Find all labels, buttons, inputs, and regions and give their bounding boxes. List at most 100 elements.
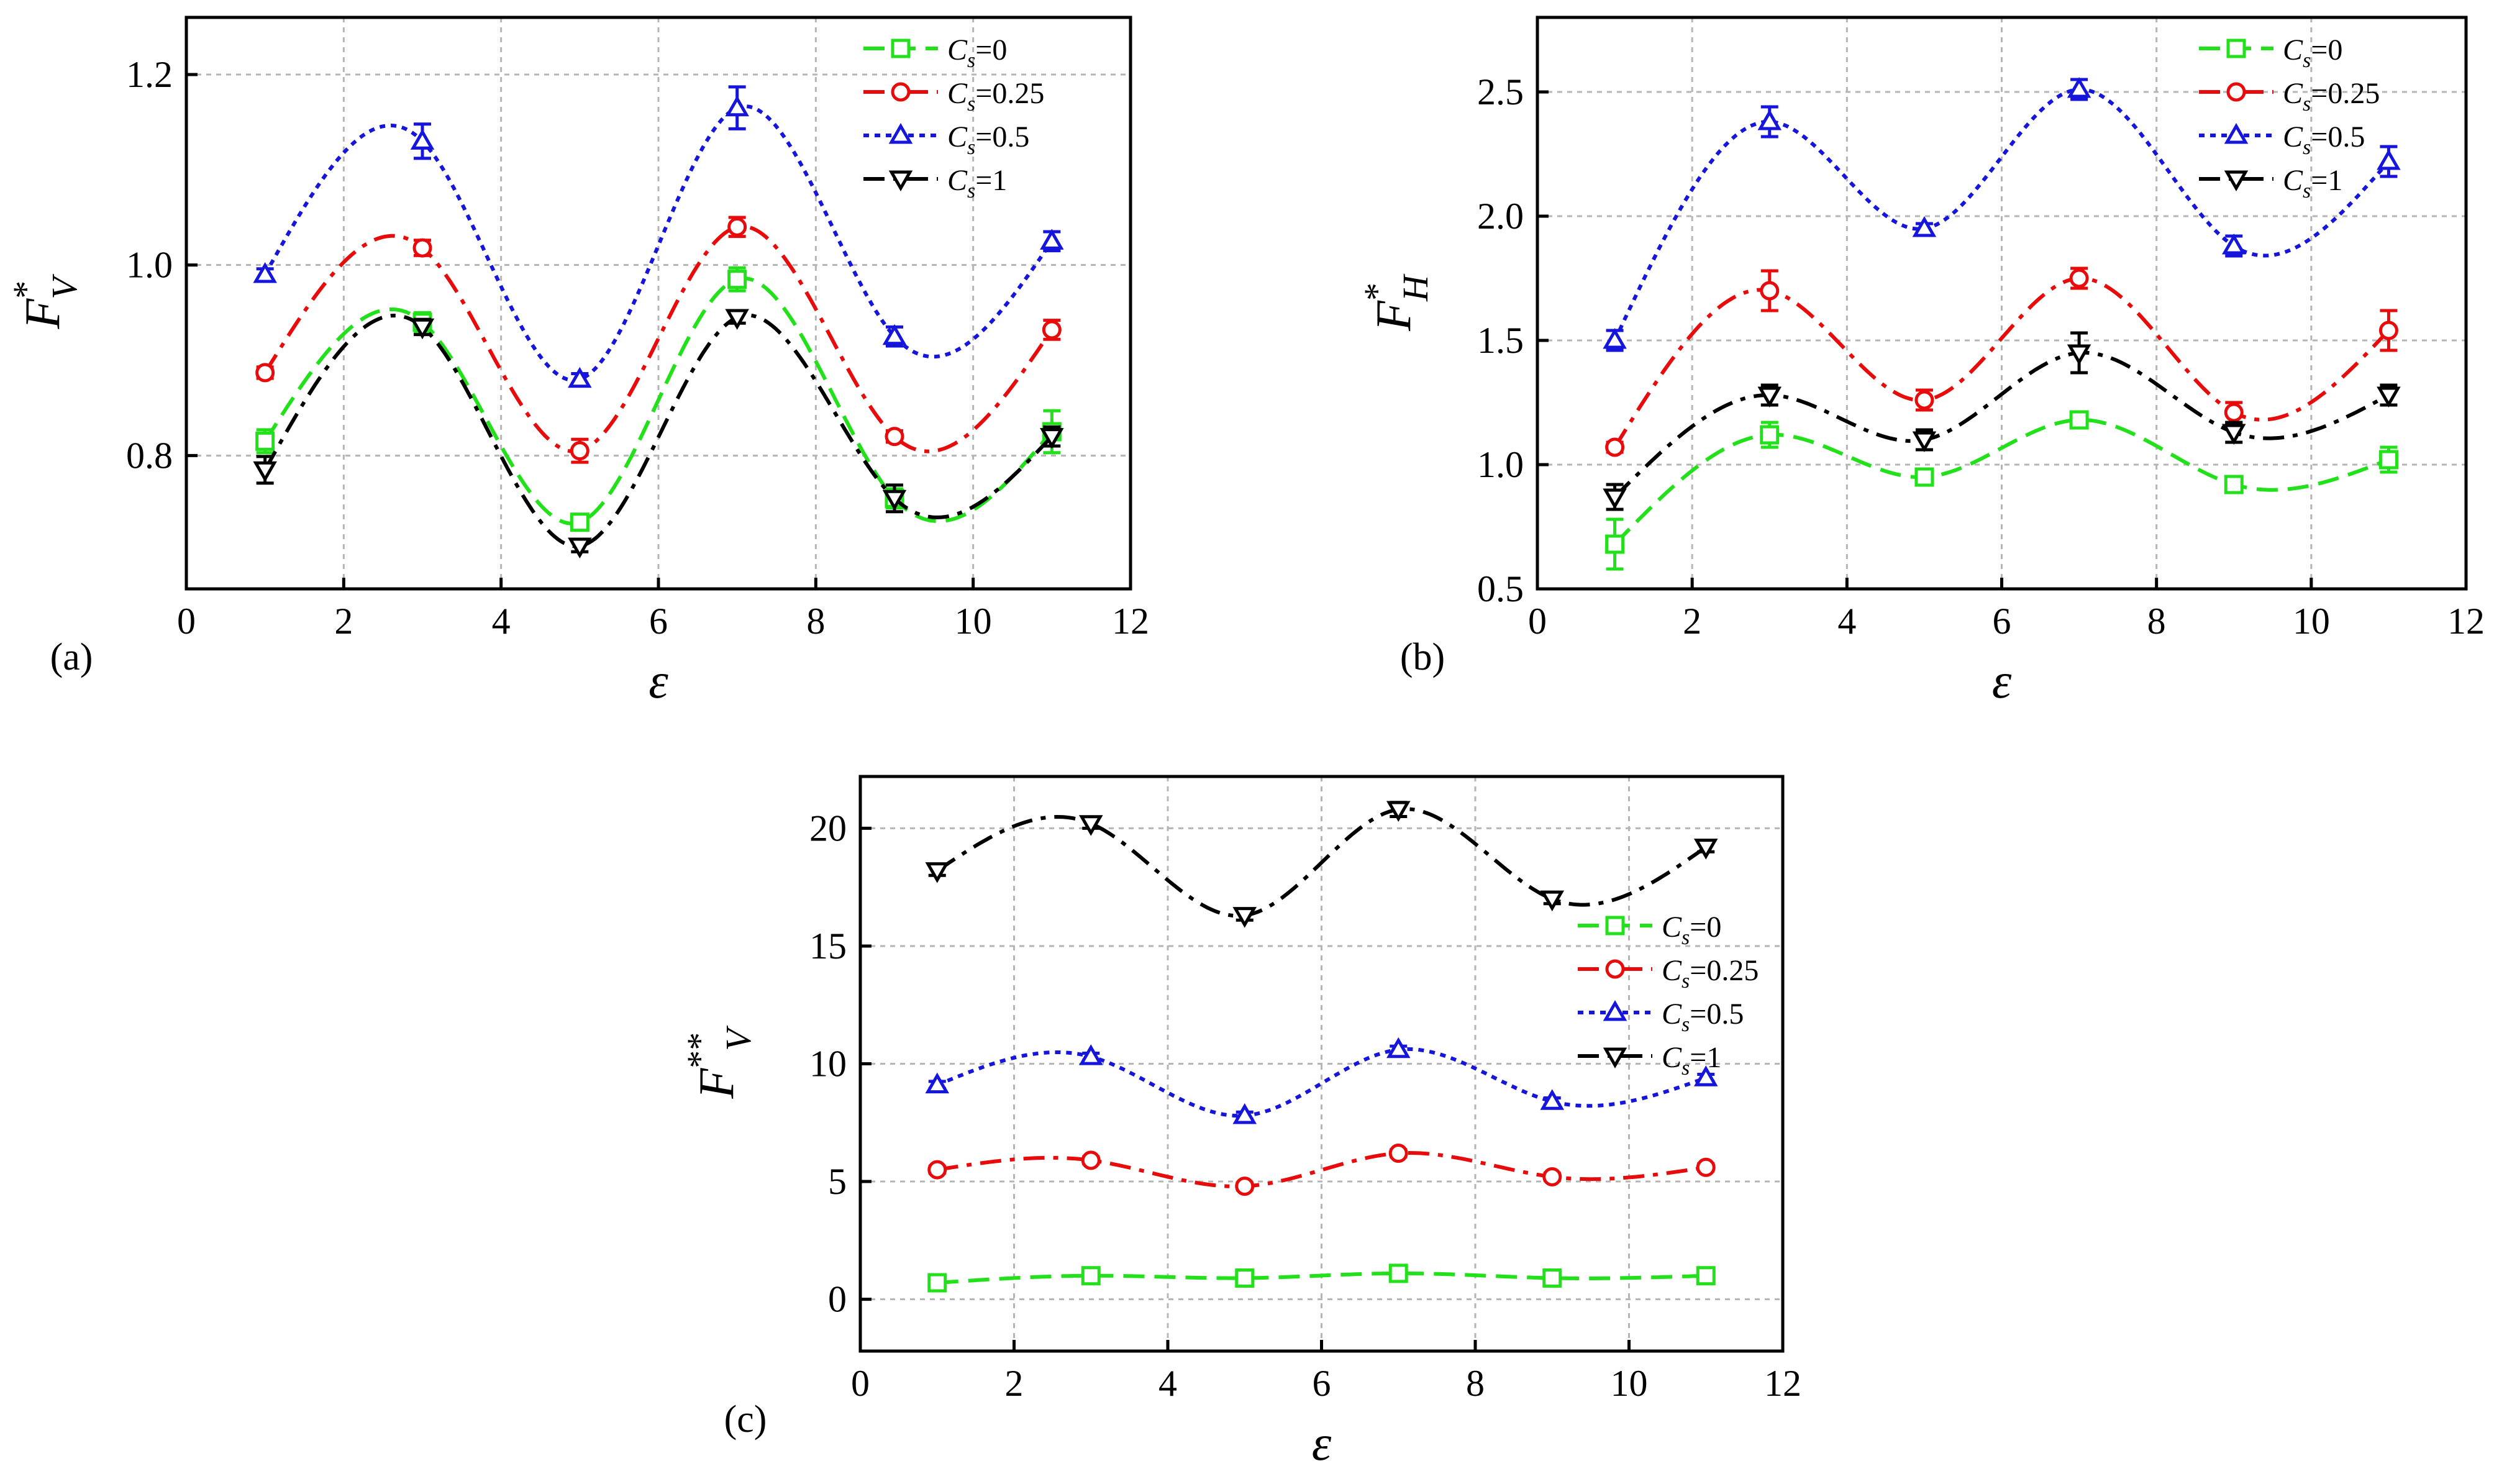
data-point [891,82,911,102]
x-tick-label: 8 [2147,601,2166,642]
data-point [1042,320,1062,340]
y-tick-label: 5 [828,1161,847,1202]
x-axis-label: ε [1312,1416,1332,1471]
data-point [1605,534,1625,554]
data-point [1696,1266,1716,1286]
x-tick-label: 6 [1313,1363,1331,1404]
data-point [2377,386,2401,407]
legend-subscript: s [2303,136,2311,159]
y-axis-label-sup: * [6,281,46,299]
legend-subscript: s [1682,970,1690,993]
data-point [1914,390,1934,410]
data-point [1693,839,1718,860]
data-point [1232,1103,1257,1124]
data-point [1235,1268,1255,1288]
x-tick-label: 6 [1993,601,2011,642]
data-point [1040,428,1064,449]
data-point [1388,1144,1408,1163]
legend-value: =0.25 [2311,77,2380,110]
x-axis-label: ε [649,654,668,709]
data-point [725,95,749,117]
legend-symbol: C [1662,911,1682,944]
data-point [927,1273,947,1293]
legend-subscript: s [2303,49,2311,72]
series-2 [253,85,1064,388]
legend-symbol: C [2283,77,2303,110]
data-point [1760,425,1780,445]
data-point [1542,1268,1562,1288]
legend-value: =0.5 [2311,121,2365,153]
data-point [2069,268,2089,288]
series-line [937,1271,1706,1285]
y-tick-label: 2.5 [1477,71,1524,112]
x-tick-label: 0 [851,1363,870,1404]
data-point [1912,431,1937,452]
data-point [727,270,747,289]
series-0 [927,1263,1716,1293]
series-3 [925,801,1718,928]
series-line [263,313,1054,549]
panel-label: (c) [724,1398,767,1441]
data-point [570,512,589,532]
series-line [263,104,1054,383]
legend-subscript: s [1682,1057,1690,1080]
y-tick-label: 15 [809,926,847,967]
series-line [1613,350,2390,499]
data-point [891,39,911,58]
x-tick-label: 0 [177,601,196,642]
legend-subscript: s [1682,1013,1690,1036]
data-point [2069,410,2089,430]
data-point [2224,475,2244,494]
series-line [1613,418,2390,546]
series-line [1613,87,2390,342]
series-0 [1605,410,2398,571]
x-tick-label: 2 [1005,1363,1024,1404]
legend-value: =0 [975,34,1007,66]
legend-symbol: C [1662,998,1682,1031]
chart-panel-a: 0 2 4 6 8 10 120.81.01.2εF*V(a)Cs=0Cs=0.25Cs=0… [6,16,1149,709]
legend-label: Cs=1 [2283,164,2342,203]
data-point [568,366,592,388]
data-point [885,427,904,447]
y-tick-label: 1.5 [1477,320,1524,361]
data-point [2377,149,2401,170]
data-point [727,217,747,237]
y-tick-label: 1.0 [1477,444,1524,485]
data-point [925,1072,950,1094]
legend-subscript: s [967,180,975,203]
legend-symbol: C [947,121,968,153]
x-tick-label: 12 [1764,1363,1801,1404]
data-point [1078,1044,1103,1065]
data-point [2224,170,2249,191]
data-point [255,431,275,451]
series-1 [255,216,1062,464]
legend-symbol: C [947,164,968,197]
data-point [410,129,435,150]
data-point [1078,815,1103,836]
data-point [1386,1037,1411,1058]
data-point [927,1160,947,1180]
data-point [2067,77,2091,98]
data-point [410,318,435,340]
panel-label: (a) [50,636,93,678]
legend-value: =1 [1690,1041,1721,1074]
data-point [725,309,749,330]
data-point [570,441,589,461]
y-tick-label: 0.8 [126,435,173,476]
data-point [2224,123,2249,144]
legend-label: Cs=0.25 [947,77,1044,116]
data-point [1603,1000,1627,1021]
x-tick-label: 10 [955,601,992,642]
data-point [1542,1167,1562,1186]
y-tick-label: 1.2 [126,54,173,95]
data-point [1696,1157,1716,1177]
series-line [936,807,1707,918]
data-point [1235,1177,1255,1196]
data-point [1386,801,1411,822]
data-point [1081,1266,1101,1286]
y-axis-label-sup: * [1357,283,1397,301]
x-axis-label: ε [1992,654,2012,709]
